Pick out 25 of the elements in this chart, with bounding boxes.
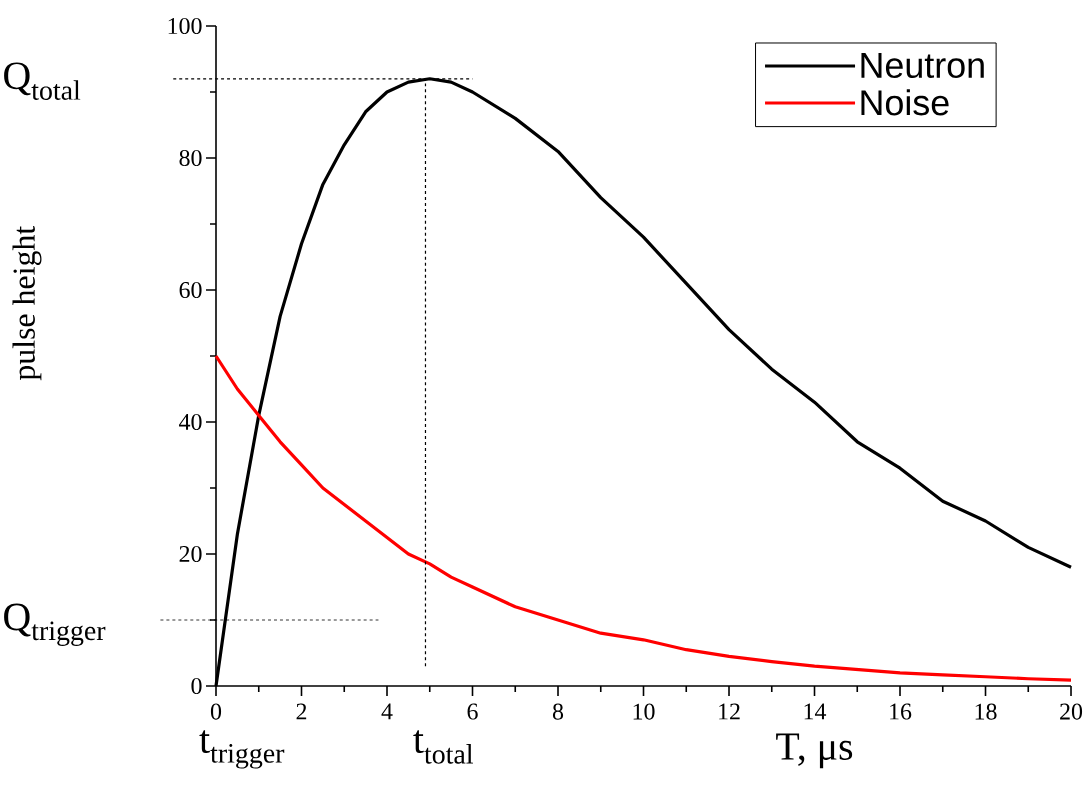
x-tick-label: 16 — [890, 703, 912, 720]
legend-label: Neutron — [861, 52, 984, 78]
x-axis-title: T, μs — [776, 733, 853, 769]
x-tick-label: 6 — [467, 703, 478, 720]
y-tick-label: 0 — [191, 677, 202, 695]
x-tick-label: 20 — [1060, 703, 1083, 720]
y-tick-label: 20 — [179, 545, 202, 563]
x-tick-label: 18 — [975, 703, 997, 720]
x-tick-label: 8 — [552, 703, 564, 720]
y-axis-title: pulse height — [12, 225, 42, 381]
x-tick-label: 0 — [210, 703, 222, 720]
y-tick-label: 80 — [179, 149, 202, 167]
legend-label: Noise — [861, 89, 949, 116]
y-tick-label: 60 — [179, 281, 202, 299]
x-tick-label: 2 — [296, 703, 307, 720]
x-tick-label: 10 — [633, 703, 655, 720]
y-tick-label: 100 — [168, 17, 202, 35]
ref-line-label: Q$_{total}$ — [4, 62, 81, 100]
x-tick-label: 12 — [719, 703, 740, 720]
y-tick-label: 40 — [179, 413, 202, 431]
ref-line-label: t$_{total}$ — [413, 730, 473, 764]
annotation: t$_{trigger}$ — [199, 730, 285, 769]
x-tick-label: 14 — [804, 703, 827, 720]
ref-line-label: Q$_{trigger}$ — [4, 603, 106, 646]
x-tick-label: 4 — [381, 703, 393, 720]
